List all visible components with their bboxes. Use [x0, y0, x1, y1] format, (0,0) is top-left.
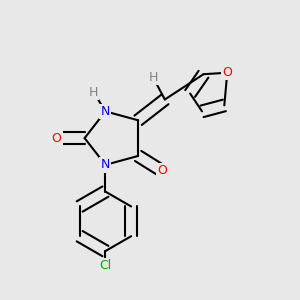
Text: O: O: [157, 164, 167, 177]
Text: H: H: [89, 85, 98, 98]
Text: N: N: [101, 105, 110, 118]
Text: H: H: [148, 71, 158, 84]
Text: Cl: Cl: [99, 260, 112, 272]
Text: N: N: [101, 158, 110, 171]
Text: O: O: [222, 66, 232, 79]
Text: O: O: [51, 132, 61, 145]
